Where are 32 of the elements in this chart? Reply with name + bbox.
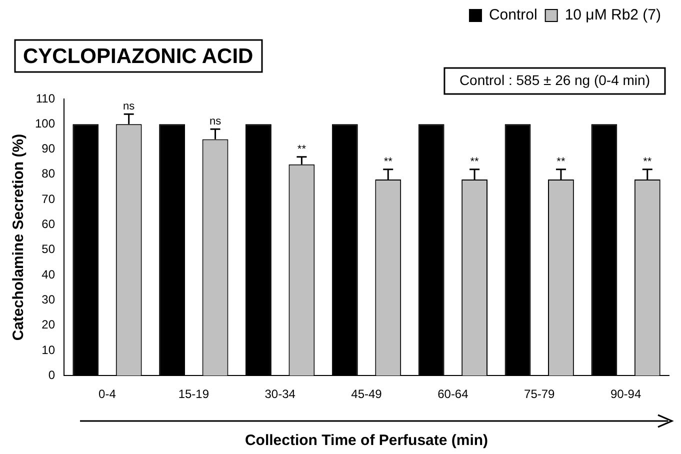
annotation: ns bbox=[209, 116, 222, 128]
y-tick-label: 30 bbox=[42, 292, 56, 306]
x-tick-label: 90-94 bbox=[610, 387, 642, 402]
text: Control : 585 ± 26 ng (0-4 min) bbox=[459, 72, 650, 88]
annotation: ns bbox=[123, 100, 136, 113]
annotation: ** bbox=[297, 143, 307, 156]
y-tick-label: 20 bbox=[42, 318, 56, 332]
x-tick-label: 60-64 bbox=[438, 387, 469, 402]
annotation: ** bbox=[643, 156, 652, 168]
y-tick-label: 50 bbox=[42, 242, 56, 256]
chart-title: CYCLOPIAZONIC ACID bbox=[23, 44, 254, 68]
y-tick-label: 0 bbox=[48, 368, 56, 382]
legend-label: 10 μM Rb2 (7) bbox=[564, 6, 662, 24]
x-tick-label: 15-19 bbox=[178, 387, 210, 402]
annotation: ** bbox=[384, 156, 394, 168]
y-tick-label: 110 bbox=[36, 91, 56, 106]
y-tick-label: 10 bbox=[42, 342, 56, 357]
y-axis-title: Catecholamine Secretion (%) bbox=[10, 134, 28, 341]
annotation: ** bbox=[556, 156, 566, 168]
x-tick-label: 0-4 bbox=[98, 387, 116, 402]
legend-label: Control bbox=[488, 6, 538, 24]
y-tick-label: 40 bbox=[42, 267, 56, 282]
x-tick-label: 30-34 bbox=[264, 387, 296, 402]
y-tick-label: 60 bbox=[42, 217, 56, 232]
y-tick-label: 70 bbox=[42, 192, 56, 206]
x-tick-label: 75-79 bbox=[524, 387, 556, 402]
y-tick-label: 100 bbox=[34, 116, 56, 130]
y-tick-label: 90 bbox=[42, 142, 56, 156]
x-axis-title: Collection Time of Perfusate (min) bbox=[244, 432, 488, 450]
annotation: ** bbox=[470, 156, 480, 168]
x-tick-label: 45-49 bbox=[351, 387, 382, 402]
y-tick-label: 80 bbox=[42, 166, 56, 181]
